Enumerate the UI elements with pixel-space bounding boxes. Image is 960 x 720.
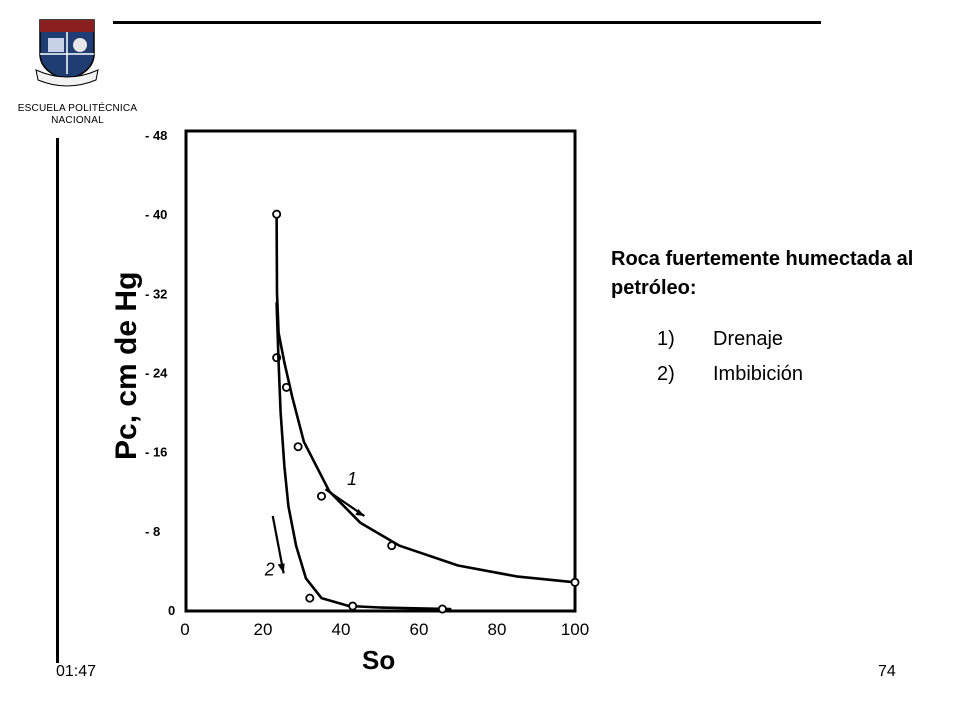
top-rule: [113, 21, 821, 24]
y-tick-label: 0: [168, 603, 175, 618]
series-line-1: [275, 212, 577, 584]
y-tick-label: - 32: [145, 286, 167, 301]
school-crest-logo: [35, 19, 99, 87]
chart-svg: 0 - 8 - 16 - 24 - 32 - 40 - 48 0 20 40 60 80 100 1 2: [145, 128, 589, 639]
data-point-2: [348, 601, 358, 611]
x-tick-label: 0: [180, 620, 189, 639]
x-tick-label: 80: [488, 620, 507, 639]
footer-time: 01:47: [56, 663, 97, 680]
institution-name-line2: NACIONAL: [51, 115, 104, 126]
x-tick-label: 40: [332, 620, 351, 639]
annotation-label-2: 2: [264, 559, 275, 579]
x-tick-label: 60: [410, 620, 429, 639]
caption-item-number: 2): [657, 363, 675, 385]
data-point-2: [437, 604, 447, 614]
annotation-arrowhead-2: [277, 563, 285, 574]
caption-item-drainage: 1) Drenaje: [657, 322, 803, 357]
y-tick-label: - 24: [145, 366, 168, 381]
plot-frame: [184, 129, 577, 613]
page-number: 74: [878, 663, 896, 680]
caption-item-label: Drenaje: [713, 328, 784, 350]
x-tick-label: 20: [254, 620, 273, 639]
data-point-1: [281, 382, 291, 392]
caption-title: Roca fuertemente humectada al petróleo:: [611, 248, 914, 299]
data-point-1: [293, 442, 303, 452]
y-tick-label: - 48: [145, 128, 167, 143]
y-tick-label: - 40: [145, 207, 167, 222]
caption-item-label: Imbibición: [713, 363, 804, 385]
institution-name-line1: ESCUELA POLITÉCNICA: [17, 103, 138, 114]
x-axis-label: So: [362, 645, 396, 675]
data-point-2: [305, 593, 315, 603]
series-line-2: [275, 301, 452, 611]
side-rule: [56, 138, 59, 663]
institution-name: ESCUELA POLITÉCNICA NACIONAL: [0, 103, 155, 127]
x-tick-label: 100: [561, 620, 589, 639]
data-point-1: [316, 491, 326, 501]
caption-item-number: 1): [657, 328, 675, 350]
caption-list: 1) Drenaje 2) Imbibición: [657, 322, 803, 392]
y-axis-label: Pc, cm de Hg: [110, 271, 143, 460]
y-tick-label: - 16: [145, 445, 167, 460]
capillary-pressure-chart: 0 - 8 - 16 - 24 - 32 - 40 - 48 0 20 40 60 80 100 1 2: [110, 120, 610, 680]
data-point-1: [387, 541, 397, 551]
annotation-arrowhead-1: [355, 508, 365, 516]
annotation-label-1: 1: [347, 469, 357, 489]
caption-item-imbibition: 2) Imbibición: [657, 357, 803, 392]
y-tick-label: - 8: [145, 524, 160, 539]
data-point-1: [272, 209, 282, 219]
data-point-1: [570, 577, 580, 587]
